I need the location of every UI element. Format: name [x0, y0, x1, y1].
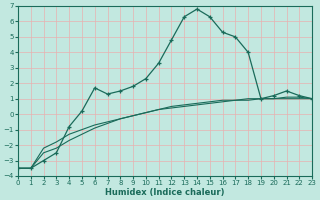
X-axis label: Humidex (Indice chaleur): Humidex (Indice chaleur) — [105, 188, 225, 197]
